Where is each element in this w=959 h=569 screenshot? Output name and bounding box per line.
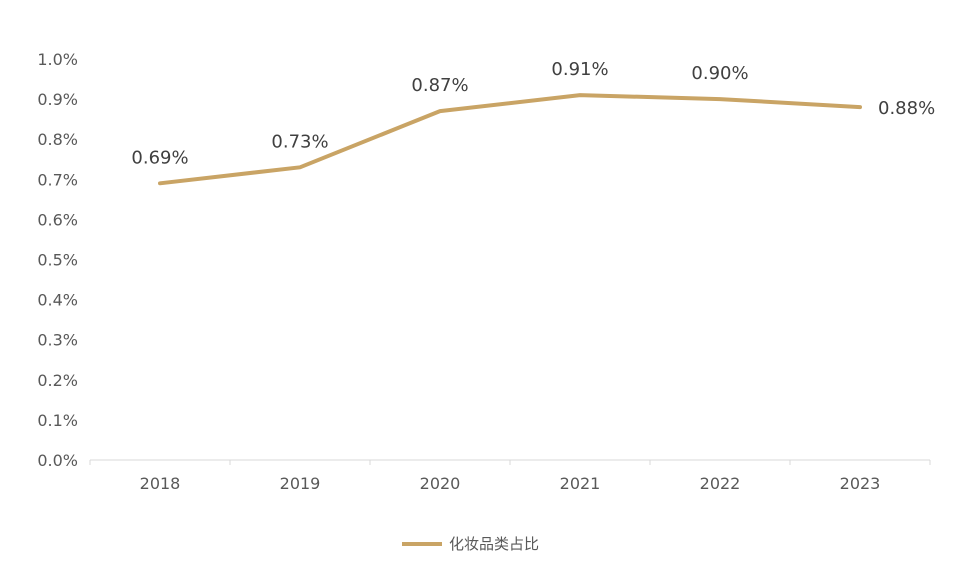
- y-axis-ticks: 0.0% 0.1% 0.2% 0.3% 0.4% 0.5% 0.6% 0.7% 0.8% 0.9%…: [37, 50, 78, 470]
- y-tick-label: 0.7%: [37, 170, 78, 189]
- data-label: 0.88%: [878, 98, 935, 119]
- series-line: [158, 93, 862, 186]
- x-tick-label: 2021: [560, 474, 601, 493]
- x-tick-label: 2020: [420, 474, 461, 493]
- y-tick-label: 0.6%: [37, 210, 78, 229]
- y-tick-label: 0.2%: [37, 371, 78, 390]
- data-label: 0.73%: [271, 131, 328, 152]
- data-label: 0.69%: [131, 147, 188, 168]
- y-tick-label: 0.0%: [37, 451, 78, 470]
- y-tick-label: 0.1%: [37, 411, 78, 430]
- x-axis-ticks: 2018 2019 2020 2021 2022 2023: [89, 460, 931, 493]
- x-tick-label: 2023: [840, 474, 881, 493]
- y-tick-label: 0.8%: [37, 130, 78, 149]
- legend-label: 化妆品类占比: [449, 535, 539, 553]
- y-tick-label: 0.9%: [37, 90, 78, 109]
- legend: 化妆品类占比: [402, 535, 539, 553]
- y-tick-label: 0.5%: [37, 251, 78, 270]
- y-tick-label: 1.0%: [37, 50, 78, 69]
- data-label: 0.91%: [551, 59, 608, 80]
- y-tick-label: 0.3%: [37, 331, 78, 350]
- data-label: 0.87%: [411, 75, 468, 96]
- x-tick-label: 2019: [280, 474, 321, 493]
- x-tick-label: 2022: [700, 474, 741, 493]
- data-label: 0.90%: [691, 63, 748, 84]
- x-tick-label: 2018: [140, 474, 181, 493]
- data-labels: 0.69% 0.73% 0.87% 0.91% 0.90% 0.88%: [131, 59, 935, 168]
- y-tick-label: 0.4%: [37, 291, 78, 310]
